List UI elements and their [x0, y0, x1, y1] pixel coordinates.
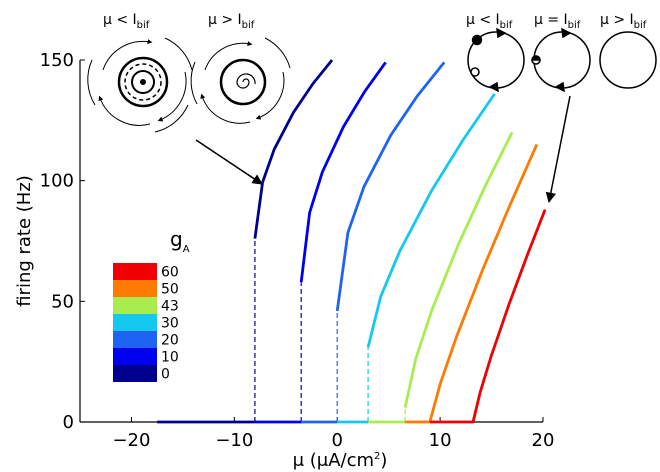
legend-swatch [113, 348, 157, 365]
legend-title-main: g [170, 227, 183, 251]
legend-label: 30 [161, 316, 179, 332]
x-axis-label: μ (μA/cm2) [293, 450, 388, 471]
series-line [403, 131, 514, 408]
arrow [195, 139, 263, 185]
inset-label-sub: bif [500, 20, 513, 31]
inset-label-text: μ = I [534, 12, 568, 28]
inset-label-text: μ < I [466, 12, 500, 28]
inset-sketch [87, 37, 193, 133]
arrow [545, 95, 571, 204]
series-line [429, 209, 547, 424]
legend-label: 50 [161, 282, 179, 298]
inset-label: μ < Ibif [466, 12, 513, 31]
legend-label: 0 [161, 367, 170, 383]
series-line [366, 92, 496, 348]
inset-label-sub: bif [137, 20, 150, 31]
legend-swatch [113, 314, 157, 331]
y-tick-label: 150 [40, 50, 74, 71]
legend-title-sub: A [183, 244, 190, 255]
inset-sketch [190, 37, 291, 124]
inset-label-sub: bif [634, 20, 647, 31]
legend-swatch [113, 331, 157, 348]
legend-swatch [113, 263, 157, 280]
series-line [405, 143, 539, 424]
legend-swatch [113, 280, 157, 297]
legend-label: 20 [161, 333, 179, 349]
x-label-end: ) [380, 450, 387, 471]
y-tick-label: 50 [51, 291, 74, 312]
inset-label-sub: bif [242, 20, 255, 31]
inset-label-text: μ > I [600, 12, 634, 28]
inset-label-text: μ > I [208, 12, 242, 28]
inset-label-sub: bif [568, 20, 581, 31]
legend-label: 10 [161, 350, 179, 366]
inset-label: μ > Ibif [208, 12, 255, 31]
inset-label-text: μ < I [103, 12, 137, 28]
inset-label: μ < Ibif [103, 12, 150, 31]
legend-label: 60 [161, 265, 179, 281]
y-axis-label: firing rate (Hz) [14, 175, 35, 307]
legend-swatch [113, 297, 157, 314]
x-label-text: μ (μA/cm [293, 450, 374, 471]
y-tick-label: 0 [63, 412, 74, 433]
x-label-sup: 2 [374, 451, 380, 462]
legend-title: gA [170, 227, 190, 255]
series-line [335, 61, 446, 312]
inset-sketch [467, 27, 657, 93]
x-tick-label: −10 [215, 430, 253, 451]
legend-swatch [113, 365, 157, 382]
series-line [253, 59, 334, 239]
x-tick-label: −20 [112, 430, 150, 451]
y-tick-label: 100 [40, 171, 74, 192]
inset-label: μ = Ibif [534, 12, 581, 31]
inset-label: μ > Ibif [600, 12, 647, 31]
x-tick-label: 0 [331, 430, 342, 451]
series-line [299, 61, 387, 283]
x-tick-label: 10 [429, 430, 452, 451]
legend-label: 43 [161, 299, 179, 315]
x-tick-label: 20 [532, 430, 555, 451]
